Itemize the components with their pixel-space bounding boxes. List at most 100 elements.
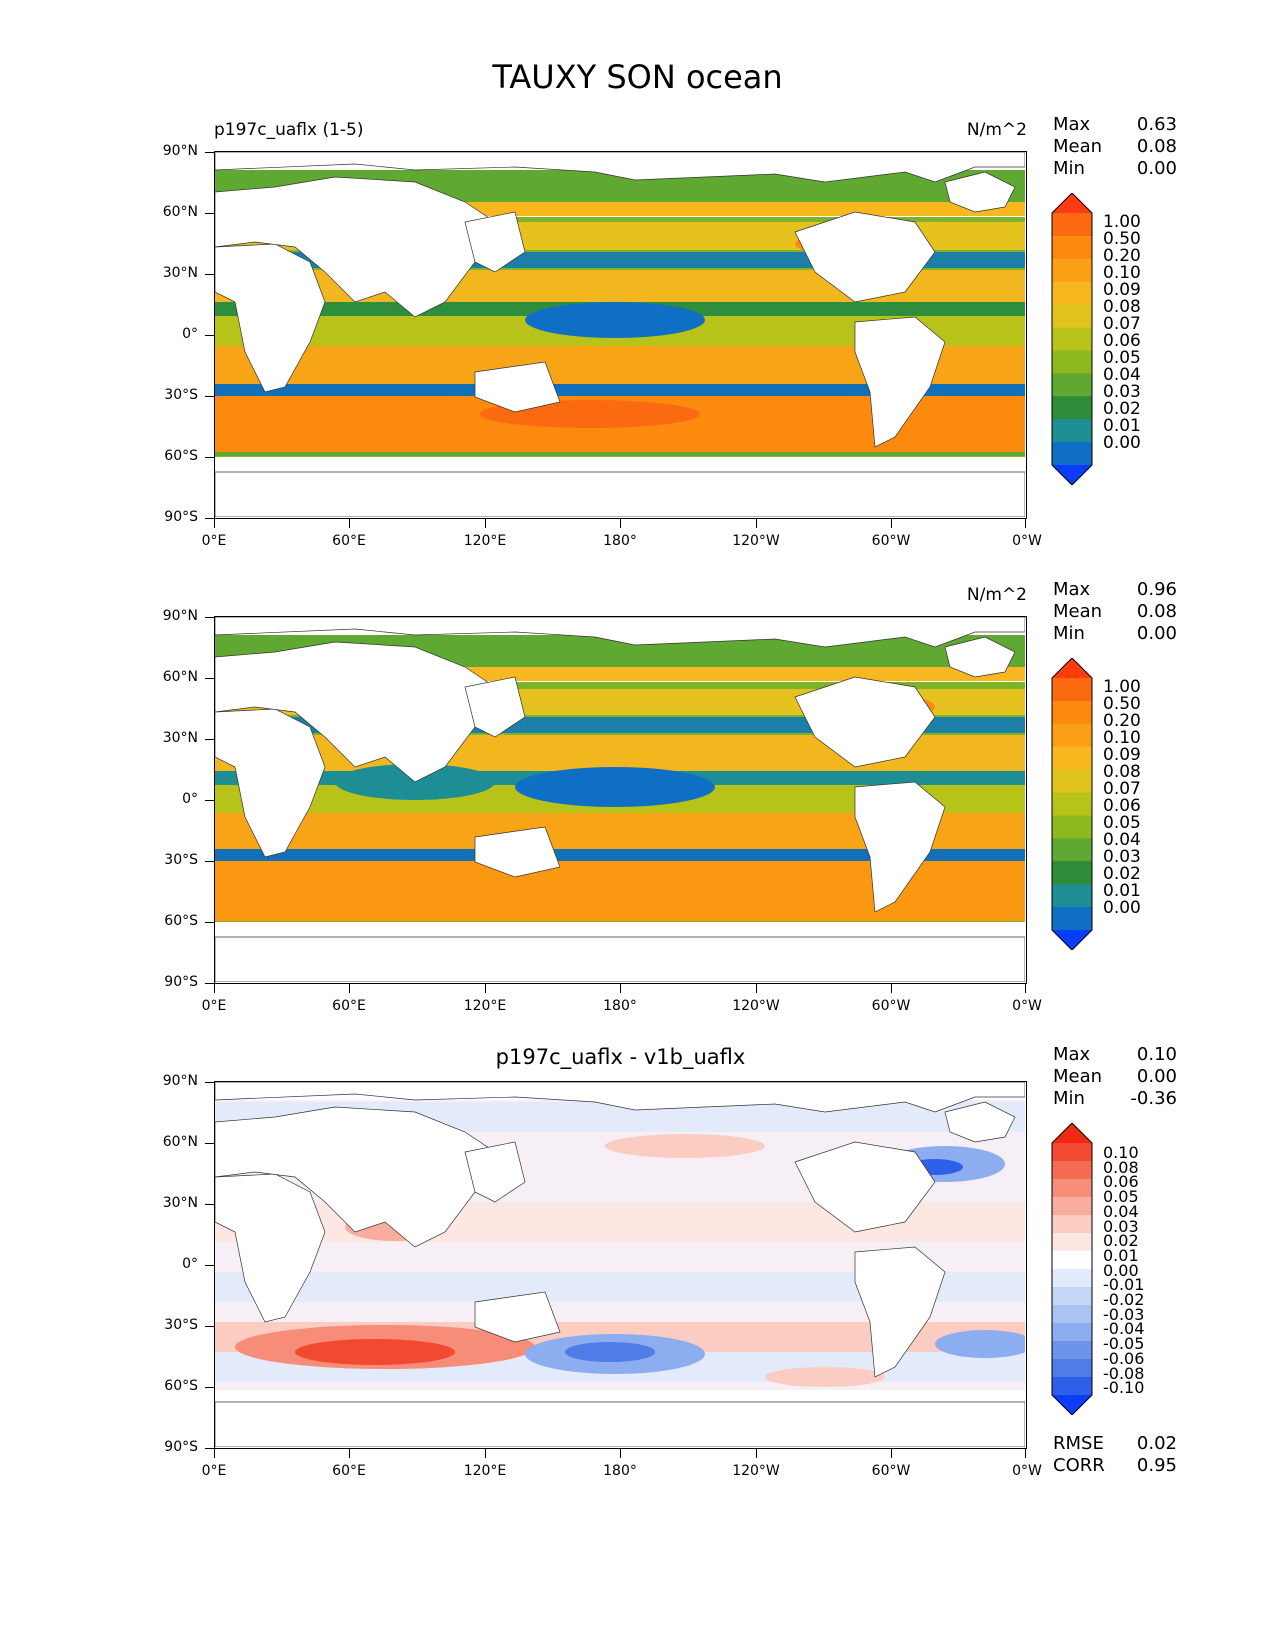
colorbar-label: -0.08 <box>1103 1363 1145 1383</box>
xtick-label: 0°W <box>1012 533 1042 549</box>
xtick-mark <box>485 1449 486 1458</box>
colorbar-swatch <box>1052 1161 1092 1180</box>
colorbar-swatch <box>1052 884 1092 908</box>
colorbar-label: 0.02 <box>1103 399 1141 419</box>
max-value: 0.63 <box>1136 114 1177 135</box>
xtick-mark <box>1025 519 1026 528</box>
panel-2: N/m^2 Max 0.96 Mean 0.08 Min 0.00 <box>0 465 1275 1014</box>
colorbar-swatch <box>1052 419 1092 443</box>
colorbar-label: 0.00 <box>1103 1260 1139 1280</box>
colorbar-label: -0.04 <box>1103 1319 1145 1339</box>
xtick-mark <box>891 519 892 528</box>
xtick-mark <box>214 519 215 528</box>
colorbar-label: 0.02 <box>1103 864 1141 884</box>
ytick-label: 90°N <box>162 1073 198 1089</box>
colorbar-swatch <box>1052 235 1092 260</box>
xtick-label: 120°W <box>732 1463 780 1479</box>
xtick-mark <box>349 1449 350 1458</box>
colorbar-label: 0.01 <box>1103 416 1141 436</box>
colorbar-swatch <box>1052 723 1092 748</box>
xtick-label: 0°W <box>1012 1463 1042 1479</box>
xtick-label: 60°W <box>871 998 911 1014</box>
ytick-mark <box>205 922 214 923</box>
min-value: 0.00 <box>1136 623 1177 644</box>
xtick-mark <box>891 984 892 993</box>
ytick-label: 90°S <box>164 1439 198 1455</box>
corr-value: 0.95 <box>1136 1455 1177 1476</box>
colorbar-1-labels: 1.00 0.50 0.20 0.10 0.09 0.08 0.07 0.06 … <box>1103 214 1141 452</box>
colorbar-2-labels: 1.00 0.50 0.20 0.10 0.09 0.08 0.07 0.06 … <box>1103 679 1141 917</box>
colorbar-swatch <box>1052 838 1092 862</box>
colorbar-label: 0.01 <box>1103 881 1141 901</box>
xtick-label: 0°E <box>201 533 227 549</box>
colorbar-label: 0.05 <box>1103 1187 1139 1207</box>
xtick-label: 120°W <box>732 998 780 1014</box>
panel-3-title: p197c_uaflx - v1b_uaflx <box>495 1045 746 1069</box>
xtick-mark <box>620 984 621 993</box>
colorbar-bottom-extend <box>1052 1395 1092 1415</box>
ytick-mark <box>205 861 214 862</box>
map-plot-3 <box>214 1081 1027 1449</box>
ytick-label: 60°N <box>162 1134 198 1150</box>
ytick-label: 90°N <box>162 143 198 159</box>
ytick-mark <box>205 617 214 618</box>
colorbar-swatch <box>1052 1179 1092 1198</box>
xtick-mark <box>485 984 486 993</box>
ytick-label: 60°S <box>164 448 198 464</box>
min-value: -0.36 <box>1130 1088 1177 1109</box>
panel-2-units: N/m^2 <box>966 585 1027 605</box>
xtick-mark <box>349 984 350 993</box>
colorbar-label: -0.03 <box>1103 1304 1145 1324</box>
ytick-mark <box>205 678 214 679</box>
min-value: 0.00 <box>1136 158 1177 179</box>
ytick-mark <box>205 1265 214 1266</box>
colorbar-label: 0.05 <box>1103 813 1141 833</box>
xtick-label: 120°E <box>463 533 507 549</box>
map-plot-1 <box>214 151 1027 519</box>
colorbar-outline <box>1051 1123 1093 1415</box>
panel-2-stats: Max 0.96 Mean 0.08 Min 0.00 <box>1053 579 1177 645</box>
ytick-mark <box>205 335 214 336</box>
xtick-label: 60°W <box>871 533 911 549</box>
colorbar-swatch <box>1052 213 1092 237</box>
map-plot-2 <box>214 616 1027 984</box>
colorbar-top-extend <box>1052 193 1092 213</box>
ytick-label: 30°S <box>164 852 198 868</box>
ytick-label: 30°S <box>164 387 198 403</box>
xtick-label: 120°E <box>463 998 507 1014</box>
xtick-label: 60°W <box>871 1463 911 1479</box>
colorbar-swatch <box>1052 281 1092 306</box>
colorbar-swatch <box>1052 1287 1092 1306</box>
ytick-mark <box>205 1387 214 1388</box>
panel-3-stats: Max 0.10 Mean 0.00 Min -0.36 <box>1053 1044 1177 1110</box>
xtick-label: 60°E <box>332 533 366 549</box>
ytick-mark <box>205 457 214 458</box>
colorbar-label: -0.10 <box>1103 1378 1145 1398</box>
xtick-label: 60°E <box>332 998 366 1014</box>
ytick-label: 0° <box>182 1256 198 1272</box>
xtick-label: 180° <box>603 1463 637 1479</box>
xtick-mark <box>756 1449 757 1458</box>
xtick-label: 60°E <box>332 1463 366 1479</box>
colorbar-swatch <box>1052 907 1092 931</box>
colorbar-label: 0.00 <box>1103 898 1141 918</box>
panel-3-extra-stats: RMSE 0.02 CORR 0.95 <box>1053 1433 1177 1477</box>
xtick-label: 0°E <box>201 998 227 1014</box>
ytick-mark <box>205 152 214 153</box>
colorbar-1 <box>1051 193 1093 485</box>
xtick-label: 0°E <box>201 1463 227 1479</box>
map-canvas-3 <box>215 1082 1025 1447</box>
ytick-label: 60°N <box>162 669 198 685</box>
xtick-mark <box>756 984 757 993</box>
ytick-label: 30°N <box>162 265 198 281</box>
colorbar-label: 0.06 <box>1103 796 1141 816</box>
colorbar-label: 0.05 <box>1103 348 1141 368</box>
colorbar-swatch <box>1052 1251 1092 1270</box>
colorbar-swatch <box>1052 1323 1092 1342</box>
ytick-mark <box>205 1326 214 1327</box>
ytick-mark <box>205 1204 214 1205</box>
mean-value: 0.00 <box>1136 1066 1177 1087</box>
xtick-mark <box>485 519 486 528</box>
colorbar-label: 0.02 <box>1103 1231 1139 1251</box>
xtick-label: 180° <box>603 533 637 549</box>
